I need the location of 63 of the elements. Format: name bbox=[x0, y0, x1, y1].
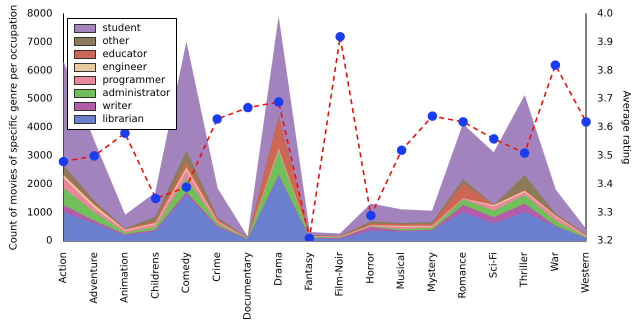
x-tick-label: Comedy bbox=[181, 252, 192, 294]
y2-tick-label: 4.0 bbox=[597, 8, 614, 20]
point bbox=[335, 32, 345, 42]
point bbox=[428, 111, 438, 121]
y-tick-label: 7000 bbox=[26, 36, 52, 48]
x-tick-label: Fantasy bbox=[304, 252, 315, 291]
y2-tick-label: 3.7 bbox=[597, 94, 614, 105]
point bbox=[458, 117, 468, 127]
legend-label: librarian bbox=[102, 114, 144, 125]
point bbox=[520, 148, 530, 158]
point bbox=[182, 182, 192, 192]
point bbox=[396, 145, 406, 155]
x-tick-label: Western bbox=[580, 252, 592, 294]
legend-label: programmer bbox=[102, 75, 166, 86]
y2-tick-label: 3.8 bbox=[597, 65, 614, 76]
x-tick-label: Thriller bbox=[519, 251, 530, 288]
legend-label: other bbox=[102, 36, 130, 47]
x-tick-label: Romance bbox=[458, 252, 469, 299]
y-tick-label: 3000 bbox=[26, 150, 52, 162]
x-tick-label: Action bbox=[58, 252, 70, 284]
x-tick-label: Crime bbox=[212, 252, 223, 282]
legend-label: educator bbox=[102, 49, 148, 60]
point bbox=[89, 151, 99, 161]
y2-tick-label: 3.2 bbox=[597, 236, 614, 247]
legend-label: student bbox=[102, 23, 141, 34]
point bbox=[581, 117, 591, 127]
y-tick-label: 8000 bbox=[26, 8, 52, 20]
x-tick-label: War bbox=[550, 251, 561, 272]
y-tick-label: 4000 bbox=[26, 122, 52, 134]
y2-axis-title: Average rating bbox=[620, 90, 632, 164]
y-tick-label: 0 bbox=[46, 236, 52, 247]
point bbox=[58, 156, 68, 166]
y-tick-label: 2000 bbox=[26, 178, 52, 190]
y-tick-label: 6000 bbox=[26, 65, 52, 76]
y2-tick-label: 3.3 bbox=[597, 207, 614, 218]
y2-tick-label: 3.4 bbox=[597, 178, 614, 190]
point bbox=[366, 210, 376, 220]
x-tick-label: Film-Noir bbox=[334, 251, 346, 296]
x-tick-label: Animation bbox=[120, 252, 131, 304]
x-tick-label: Mystery bbox=[426, 252, 438, 292]
point bbox=[304, 233, 314, 242]
point bbox=[243, 102, 253, 112]
y-tick-label: 5000 bbox=[26, 94, 52, 105]
x-tick-label: Adventure bbox=[88, 252, 100, 304]
point bbox=[150, 194, 160, 204]
x-tick-label: Childrens bbox=[150, 252, 162, 299]
legend-label: writer bbox=[102, 101, 132, 112]
y-tick-label: 1000 bbox=[26, 207, 52, 218]
y2-tick-label: 3.5 bbox=[597, 150, 614, 162]
point bbox=[274, 97, 284, 107]
x-tick-label: Horror bbox=[365, 251, 376, 284]
x-tick-label: Musical bbox=[396, 252, 408, 290]
x-tick-label: Documentary bbox=[242, 252, 254, 320]
point bbox=[489, 134, 499, 144]
point bbox=[550, 60, 560, 70]
y-axis-title: Count of movies of specific genre per occupation bbox=[8, 4, 20, 250]
legend-label: administrator bbox=[102, 88, 170, 99]
point bbox=[212, 114, 222, 124]
y2-tick-label: 3.9 bbox=[597, 36, 614, 48]
y2-tick-label: 3.6 bbox=[597, 122, 614, 134]
x-tick-label: Drama bbox=[273, 252, 284, 286]
x-tick-label: Sci-Fi bbox=[488, 252, 500, 278]
legend-label: engineer bbox=[102, 62, 147, 73]
